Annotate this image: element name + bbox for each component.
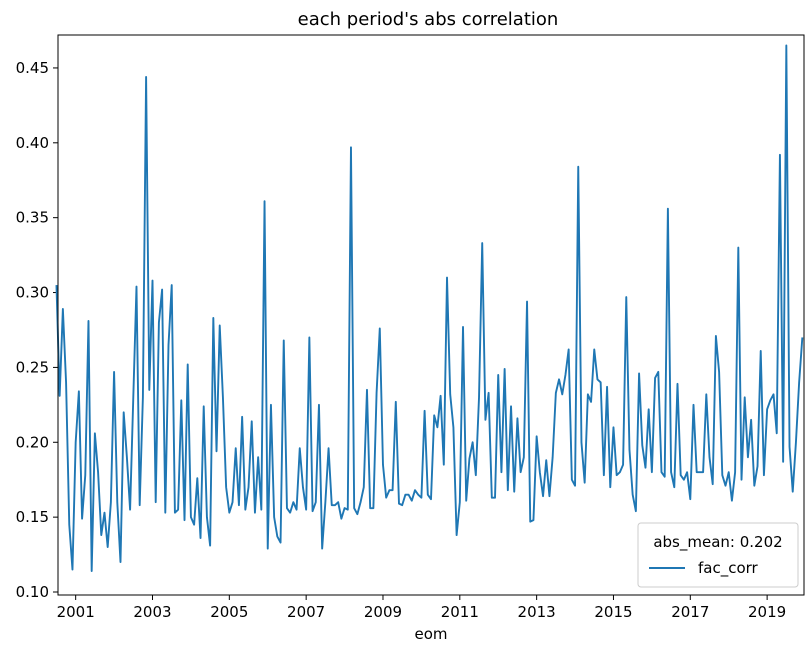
x-tick-label: 2009 [364,603,402,621]
y-tick-label: 0.40 [16,134,49,152]
x-tick-label: 2003 [133,603,171,621]
y-axis: 0.10 0.15 0.20 0.25 0.30 0.35 0.40 0.45 [16,59,58,601]
y-tick-label: 0.25 [16,358,49,376]
x-tick-label: 2001 [57,603,95,621]
y-tick-label: 0.10 [16,583,49,601]
plot-area [57,34,805,596]
x-tick-label: 2011 [441,603,479,621]
x-tick-label: 2015 [594,603,632,621]
y-tick-label: 0.30 [16,284,49,302]
x-axis-label: eom [414,625,447,643]
x-tick-label: 2005 [210,603,248,621]
y-tick-label: 0.35 [16,209,49,227]
y-tick-label: 0.45 [16,59,49,77]
x-tick-label: 2013 [518,603,556,621]
x-tick-label: 2007 [287,603,325,621]
x-axis: 2001 2003 2005 2007 2009 2011 2013 2015 2017 2019 [57,595,786,621]
fac-corr-line [55,44,804,572]
y-tick-label: 0.20 [16,433,49,451]
legend-box [637,522,799,588]
x-tick-label: 2019 [748,603,786,621]
legend-title: abs_mean: 0.202 [653,533,782,552]
x-tick-label: 2017 [671,603,709,621]
y-tick-label: 0.15 [16,508,49,526]
chart-title: each period's abs correlation [298,9,559,30]
legend: abs_mean: 0.202 fac_corr [637,522,799,588]
legend-entry-fac-corr: fac_corr [698,559,759,578]
